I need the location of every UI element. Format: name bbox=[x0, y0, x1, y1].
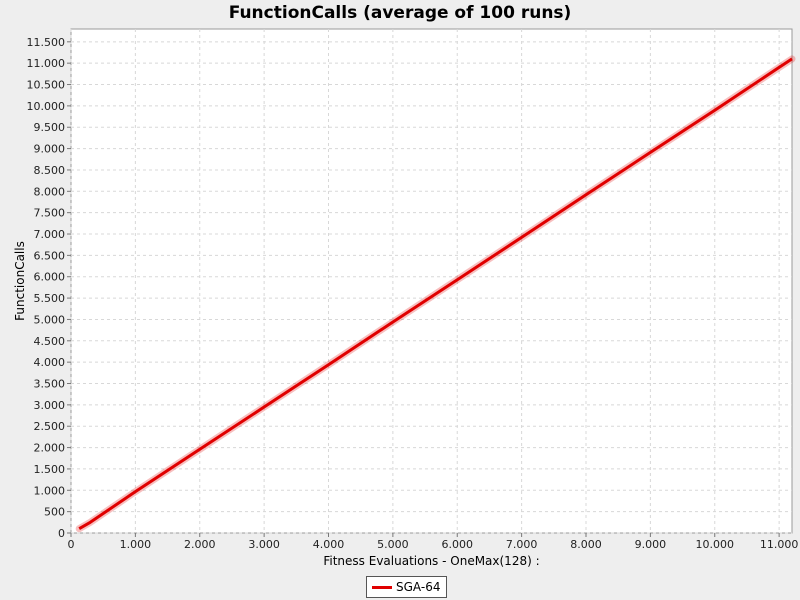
y-tick-label: 7.000 bbox=[34, 228, 66, 241]
y-tick-label: 9.500 bbox=[34, 121, 66, 134]
plot-area bbox=[70, 28, 793, 534]
x-tick-label: 9.000 bbox=[635, 538, 667, 551]
legend: SGA-64 bbox=[366, 576, 448, 598]
y-tick-label: 5.500 bbox=[34, 292, 66, 305]
y-tick-label: 7.500 bbox=[34, 207, 66, 220]
y-tick-label: 4.000 bbox=[34, 356, 66, 369]
y-tick-label: 9.000 bbox=[34, 143, 66, 156]
y-tick-label: 6.000 bbox=[34, 271, 66, 284]
series-layer bbox=[75, 55, 796, 533]
y-tick-label: 5.000 bbox=[34, 313, 66, 326]
x-tick-label: 6.000 bbox=[442, 538, 474, 551]
y-tick-label: 8.500 bbox=[34, 164, 66, 177]
grid-lines bbox=[70, 29, 792, 534]
y-tick-label: 6.500 bbox=[34, 249, 66, 262]
y-tick-label: 3.500 bbox=[34, 378, 66, 391]
y-tick-label: 4.500 bbox=[34, 335, 66, 348]
y-tick-label: 0 bbox=[58, 527, 65, 540]
x-tick-label: 7.000 bbox=[506, 538, 538, 551]
x-tick-label: 5.000 bbox=[377, 538, 409, 551]
x-axis-label: Fitness Evaluations - OneMax(128) : bbox=[323, 554, 539, 568]
y-tick-label: 1.000 bbox=[34, 484, 66, 497]
x-tick-label: 2.000 bbox=[184, 538, 216, 551]
x-tick-label: 8.000 bbox=[570, 538, 602, 551]
y-tick-label: 2.500 bbox=[34, 420, 66, 433]
x-tick-label: 4.000 bbox=[313, 538, 345, 551]
axis-ticks: 0 1.000 2.000 3.000 4.000 5.000 6.000 7.000 8.00… bbox=[27, 36, 799, 551]
y-tick-label: 3.000 bbox=[34, 399, 66, 412]
y-tick-label: 10.500 bbox=[27, 79, 66, 92]
x-tick-label: 3.000 bbox=[248, 538, 280, 551]
y-axis-label: FunctionCalls bbox=[13, 241, 27, 321]
y-tick-label: 11.500 bbox=[27, 36, 66, 49]
x-tick-label: 11.000 bbox=[760, 538, 799, 551]
y-tick-label: 10.000 bbox=[27, 100, 66, 113]
chart-title: FunctionCalls (average of 100 runs) bbox=[228, 3, 572, 23]
y-tick-label: 8.000 bbox=[34, 185, 66, 198]
y-tick-label: 11.000 bbox=[27, 57, 66, 70]
y-tick-label: 2.000 bbox=[34, 442, 66, 455]
y-tick-label: 500 bbox=[44, 506, 65, 519]
legend-swatch bbox=[372, 585, 392, 589]
x-tick-label: 0 bbox=[68, 538, 75, 551]
y-tick-label: 1.500 bbox=[34, 463, 66, 476]
series-line bbox=[78, 57, 793, 530]
x-tick-label: 1.000 bbox=[120, 538, 152, 551]
x-tick-label: 10.000 bbox=[696, 538, 735, 551]
legend-label: SGA-64 bbox=[396, 580, 441, 594]
